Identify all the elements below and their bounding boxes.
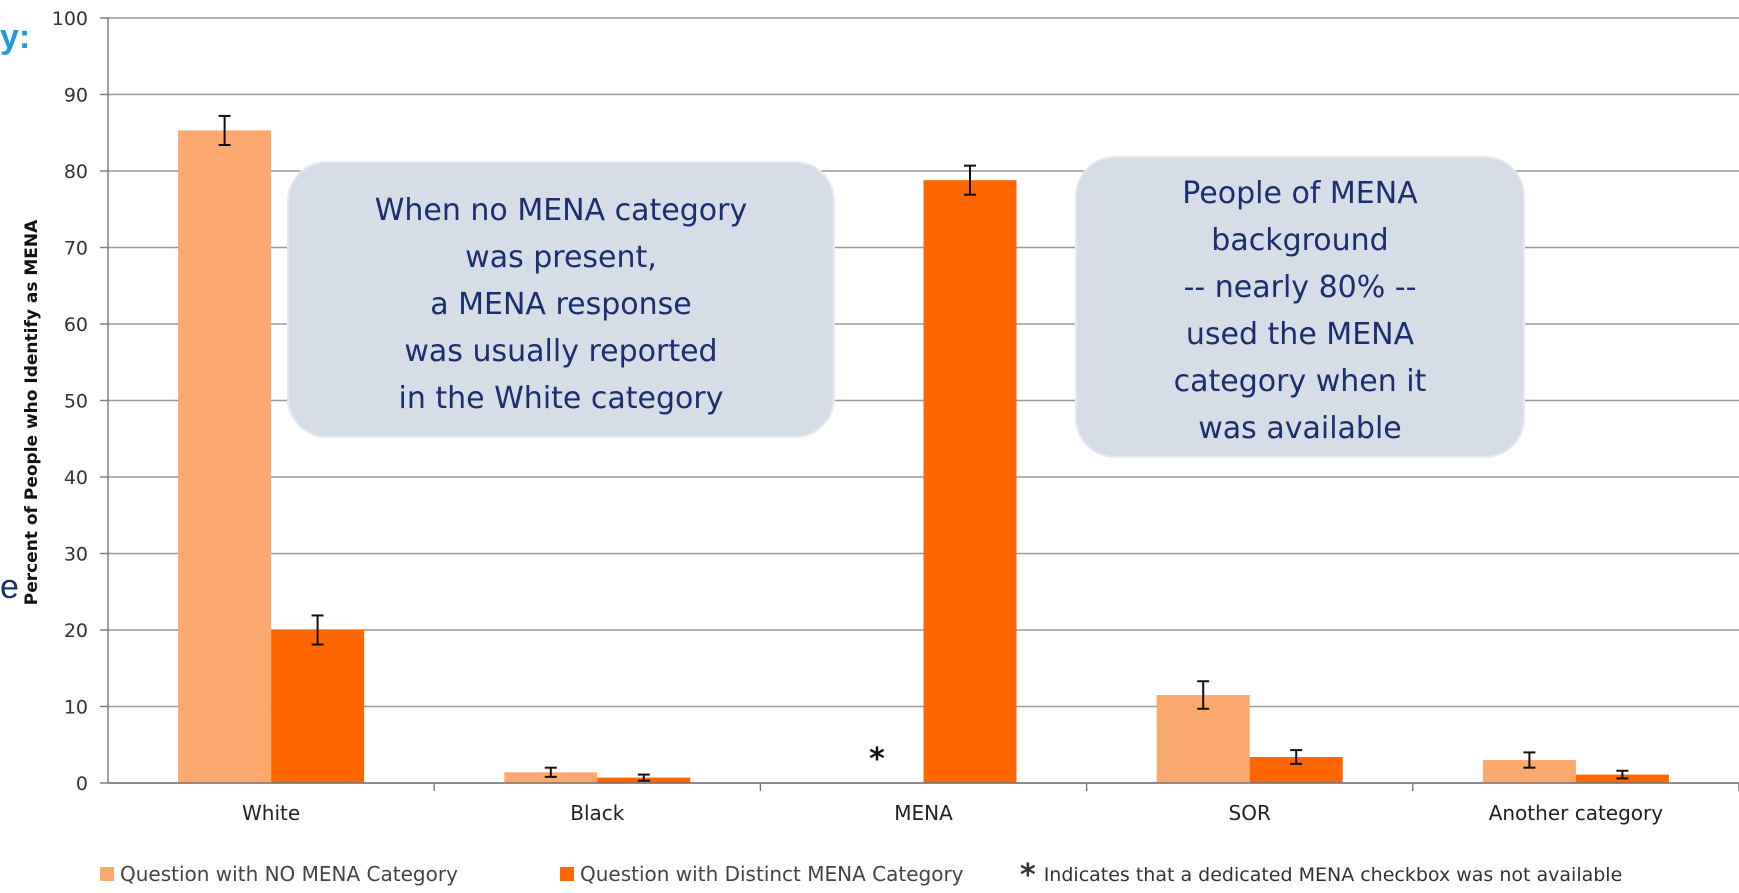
callout-line: a MENA response xyxy=(430,287,692,322)
y-tick-label: 60 xyxy=(64,314,88,336)
y-tick-label: 0 xyxy=(76,773,88,795)
x-tick-label: MENA xyxy=(894,801,953,825)
callout-line: background xyxy=(1211,223,1389,258)
y-tick-label: 80 xyxy=(64,161,88,183)
x-tick-label: SOR xyxy=(1229,801,1271,825)
y-tick-label: 30 xyxy=(64,544,88,566)
x-tick-label: White xyxy=(242,801,300,825)
bar xyxy=(271,630,365,783)
callout-mena-category: People of MENA background -- nearly 80% … xyxy=(1075,156,1525,458)
callout-line: People of MENA xyxy=(1182,176,1418,211)
y-tick-label: 90 xyxy=(64,85,88,107)
annotation-asterisk: * xyxy=(869,742,885,777)
callout-line: was present, xyxy=(465,240,657,275)
y-tick-label: 10 xyxy=(64,697,88,719)
callout-white-category: When no MENA category was present, a MEN… xyxy=(287,161,835,438)
footnote: * Indicates that a dedicated MENA checkbo… xyxy=(1020,858,1622,893)
y-tick-label: 20 xyxy=(64,620,88,642)
callout-line: category when it xyxy=(1173,364,1427,399)
bar xyxy=(923,180,1017,783)
legend-swatch xyxy=(100,867,114,881)
legend-label: Question with Distinct MENA Category xyxy=(580,862,964,886)
y-tick-label: 100 xyxy=(52,8,88,30)
legend-label: Question with NO MENA Category xyxy=(120,862,458,886)
footnote-text: Indicates that a dedicated MENA checkbox… xyxy=(1043,864,1623,886)
footnote-symbol: * xyxy=(1020,858,1036,893)
side-text-fragment: e xyxy=(0,568,19,606)
callout-line: was available xyxy=(1198,411,1402,446)
legend-item-no-mena: Question with NO MENA Category xyxy=(100,862,458,886)
y-tick-label: 50 xyxy=(64,391,88,413)
callout-line: used the MENA xyxy=(1185,317,1415,352)
callout-line: in the White category xyxy=(398,381,724,416)
y-tick-label: 70 xyxy=(64,238,88,260)
legend-swatch xyxy=(560,867,574,881)
callout-line: When no MENA category xyxy=(374,193,748,228)
x-tick-label: Black xyxy=(570,801,625,825)
callout-line: -- nearly 80% -- xyxy=(1183,270,1417,305)
legend-item-distinct-mena: Question with Distinct MENA Category xyxy=(560,862,964,886)
bar xyxy=(178,130,272,783)
x-tick-label: Another category xyxy=(1489,801,1664,825)
callout-line: was usually reported xyxy=(404,334,718,369)
y-axis-title: Percent of People who Identify as MENA xyxy=(22,219,42,605)
bar xyxy=(1482,760,1576,783)
y-tick-label: 40 xyxy=(64,467,88,489)
title-fragment: y: xyxy=(0,18,31,56)
